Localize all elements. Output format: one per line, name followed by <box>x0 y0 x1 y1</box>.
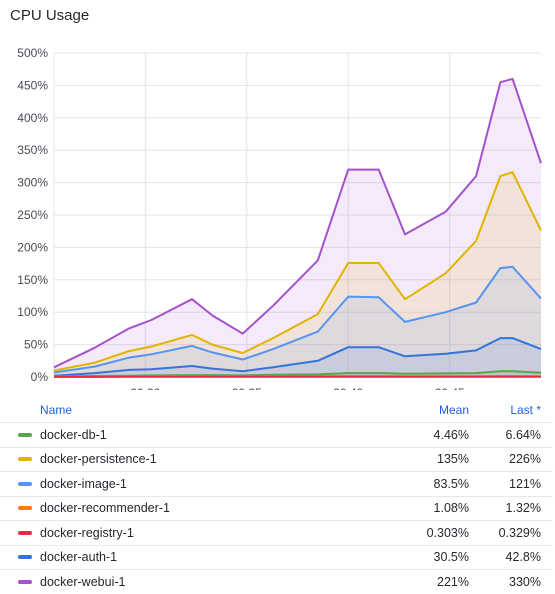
cpu-usage-chart[interactable]: 0% 50% 100% 150% 200% 250% 300% 350% 400% 450% 500… <box>0 40 555 390</box>
legend-row-docker-image-1[interactable]: docker-image-1 83.5% 121% <box>0 471 553 496</box>
series-color-swatch[interactable] <box>18 580 32 584</box>
legend-header: Name Mean Last * <box>0 398 553 422</box>
legend-row-docker-registry-1[interactable]: docker-registry-1 0.303% 0.329% <box>0 520 553 545</box>
legend-series-name[interactable]: docker-db-1 <box>40 428 107 442</box>
legend-series-name[interactable]: docker-registry-1 <box>40 526 134 540</box>
legend-series-name[interactable]: docker-image-1 <box>40 477 127 491</box>
legend-last-value: 1.32% <box>469 501 553 515</box>
legend-series-name[interactable]: docker-recommender-1 <box>40 501 170 515</box>
y-tick-label: 50% <box>24 338 48 352</box>
legend-row-docker-recommender-1[interactable]: docker-recommender-1 1.08% 1.32% <box>0 496 553 521</box>
y-tick-label: 100% <box>17 305 48 319</box>
x-tick-label: 20:40 <box>333 386 363 390</box>
legend-last-value: 226% <box>469 452 553 466</box>
y-tick-label: 250% <box>17 208 48 222</box>
y-tick-label: 200% <box>17 240 48 254</box>
legend-mean-value: 0.303% <box>379 526 469 540</box>
y-tick-label: 0% <box>31 370 49 384</box>
y-tick-label: 500% <box>17 46 48 60</box>
series-color-swatch[interactable] <box>18 457 32 461</box>
legend-header-mean[interactable]: Mean <box>379 403 469 417</box>
legend-row-docker-persistence-1[interactable]: docker-persistence-1 135% 226% <box>0 447 553 472</box>
y-tick-label: 350% <box>17 143 48 157</box>
legend-mean-value: 135% <box>379 452 469 466</box>
legend-mean-value: 83.5% <box>379 477 469 491</box>
y-tick-label: 300% <box>17 176 48 190</box>
y-tick-label: 450% <box>17 78 48 92</box>
legend-last-value: 121% <box>469 477 553 491</box>
y-tick-label: 150% <box>17 273 48 287</box>
legend-row-docker-db-1[interactable]: docker-db-1 4.46% 6.64% <box>0 422 553 447</box>
x-tick-label: 20:35 <box>232 386 262 390</box>
legend-mean-value: 1.08% <box>379 501 469 515</box>
x-tick-label: 20:45 <box>435 386 465 390</box>
series-color-swatch[interactable] <box>18 482 32 486</box>
legend-header-name[interactable]: Name <box>0 403 379 417</box>
series-color-swatch[interactable] <box>18 531 32 535</box>
legend-header-last[interactable]: Last * <box>469 403 553 417</box>
legend-series-name[interactable]: docker-auth-1 <box>40 550 117 564</box>
legend-last-value: 330% <box>469 575 553 589</box>
legend-series-name[interactable]: docker-webui-1 <box>40 575 125 589</box>
legend-last-value: 6.64% <box>469 428 553 442</box>
legend-mean-value: 221% <box>379 575 469 589</box>
legend-series-name[interactable]: docker-persistence-1 <box>40 452 157 466</box>
y-tick-label: 400% <box>17 111 48 125</box>
legend-last-value: 42.8% <box>469 550 553 564</box>
legend-mean-value: 4.46% <box>379 428 469 442</box>
legend-last-value: 0.329% <box>469 526 553 540</box>
legend-mean-value: 30.5% <box>379 550 469 564</box>
series-color-swatch[interactable] <box>18 555 32 559</box>
x-tick-label: 20:30 <box>130 386 160 390</box>
legend-row-docker-auth-1[interactable]: docker-auth-1 30.5% 42.8% <box>0 545 553 570</box>
series-color-swatch[interactable] <box>18 506 32 510</box>
panel-title[interactable]: CPU Usage <box>10 7 89 24</box>
series-color-swatch[interactable] <box>18 433 32 437</box>
legend-table: Name Mean Last * docker-db-1 4.46% 6.64%… <box>0 398 553 594</box>
legend-row-docker-webui-1[interactable]: docker-webui-1 221% 330% <box>0 569 553 594</box>
